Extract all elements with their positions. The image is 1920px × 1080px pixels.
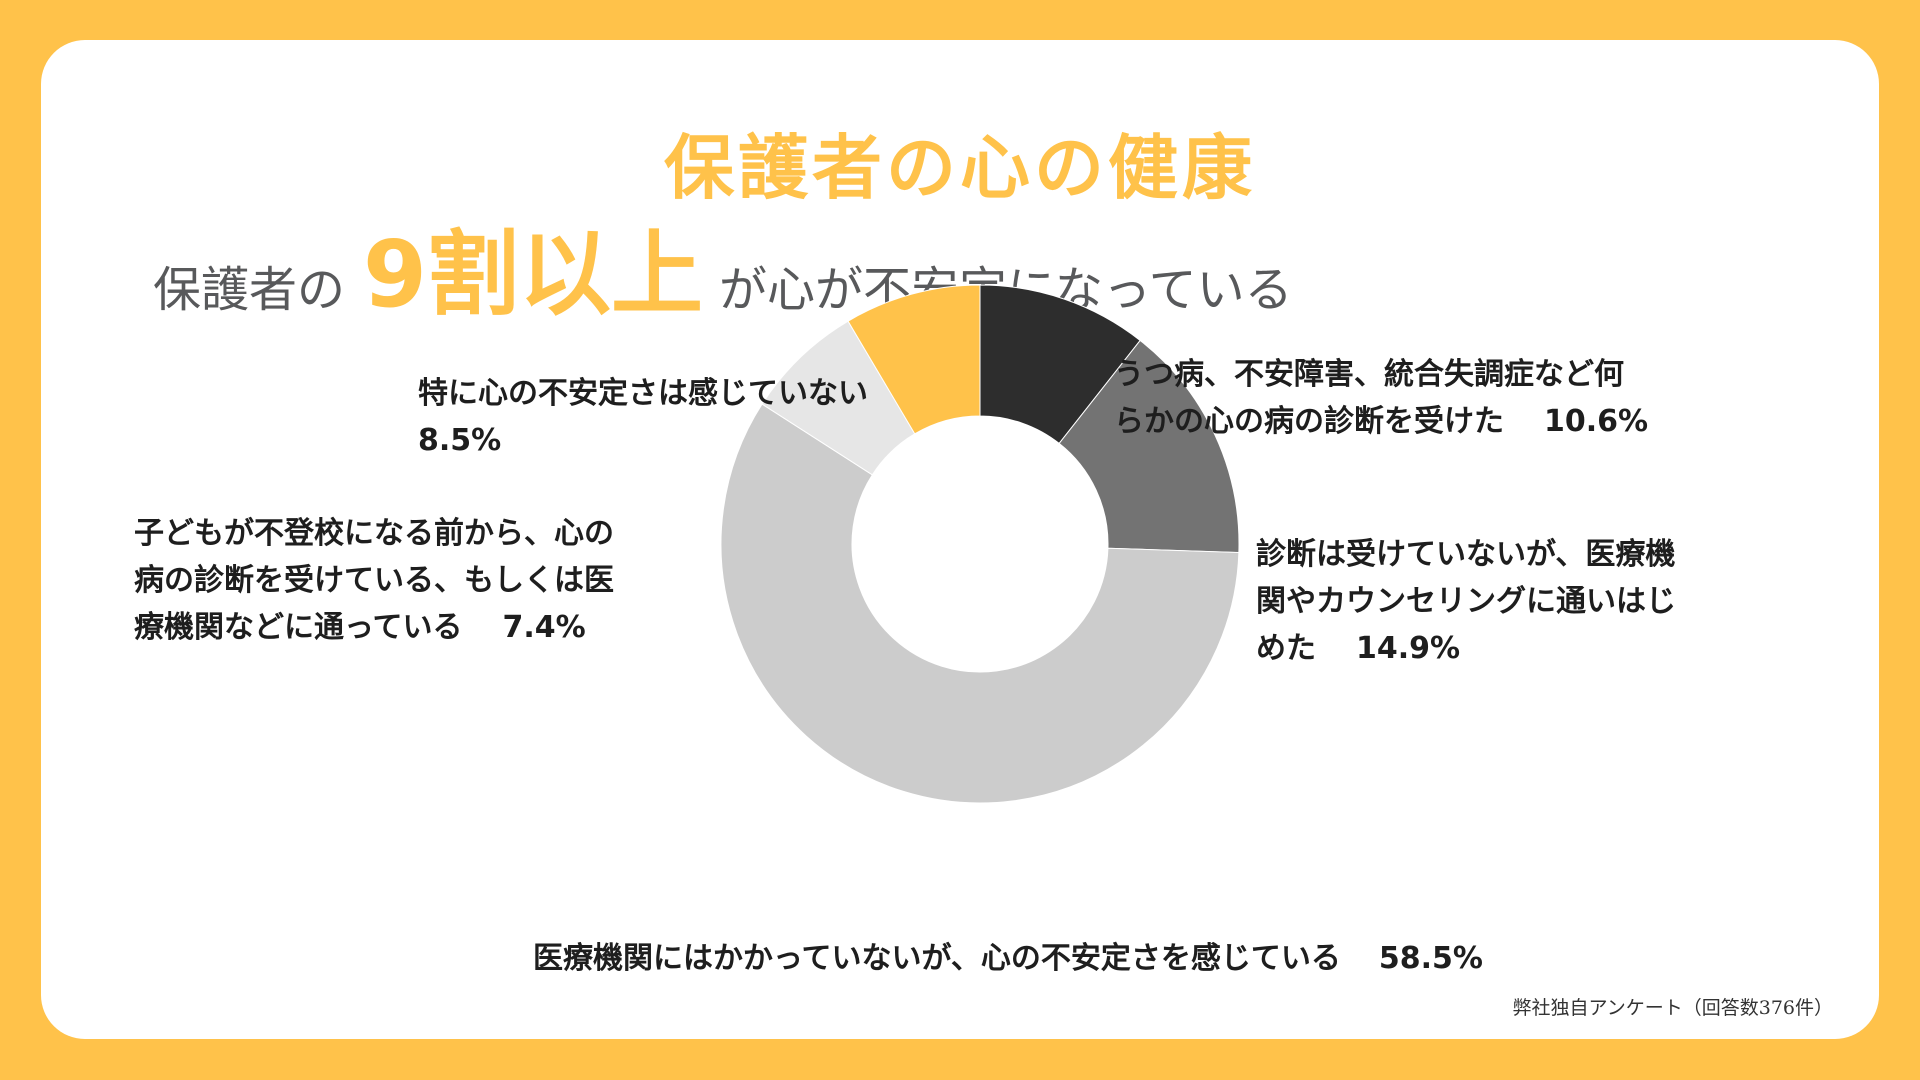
source-note: 弊社独自アンケート（回答数376件） (1512, 997, 1833, 1019)
label-started-clinic-line2: 関やカウンセリングに通いはじ (1256, 584, 1676, 619)
label-started-clinic-line1: 診断は受けていないが、医療機 (1256, 537, 1676, 572)
donut-chart (720, 284, 1240, 804)
label-unstable-no-clinic: 医療機関にはかかっていないが、心の不安定さを感じている 58.5% (533, 935, 1483, 982)
label-unstable-no-clinic-text: 医療機関にはかかっていないが、心の不安定さを感じている (533, 941, 1341, 976)
label-depression: うつ病、不安障害、統合失調症など何 らかの心の病の診断を受けた 10.6% (1114, 351, 1648, 445)
slice-unstable-no-clinic (720, 403, 1240, 804)
label-before-truancy-line3-row: 療機関などに通っている 7.4% (134, 604, 614, 651)
label-not-unstable-pct: 8.5% (418, 423, 502, 458)
label-before-truancy-line2: 病の診断を受けている、もしくは医 (134, 563, 614, 598)
subtitle-highlight: 9割以上 (363, 221, 704, 328)
label-before-truancy: 子どもが不登校になる前から、心の 病の診断を受けている、もしくは医 療機関などに… (134, 510, 614, 651)
subtitle-prefix: 保護者の (153, 262, 346, 318)
label-not-unstable-line1: 特に心の不安定さは感じていない (418, 376, 868, 411)
subtitle: 保護者の 9割以上 が心が不安定になっている (153, 200, 1293, 328)
label-before-truancy-line3: 療機関などに通っている (134, 610, 463, 645)
label-started-clinic-pct: 14.9% (1356, 631, 1461, 666)
content-card: 保護者の心の健康 保護者の 9割以上 が心が不安定になっている うつ病、不安障害… (41, 40, 1879, 1039)
label-before-truancy-pct: 7.4% (502, 610, 586, 645)
slice-not-unstable (847, 284, 981, 435)
label-before-truancy-line1: 子どもが不登校になる前から、心の (134, 516, 614, 551)
label-started-clinic-line3-row: めた 14.9% (1256, 625, 1676, 672)
slice-started-clinic (1058, 339, 1240, 554)
label-depression-line2: らかの心の病の診断を受けた (1114, 404, 1504, 439)
label-started-clinic: 診断は受けていないが、医療機 関やカウンセリングに通いはじ めた 14.9% (1256, 531, 1676, 672)
label-depression-line1: うつ病、不安障害、統合失調症など何 (1114, 357, 1624, 392)
label-depression-line2-row: らかの心の病の診断を受けた 10.6% (1114, 398, 1648, 445)
label-not-unstable: 特に心の不安定さは感じていない 8.5% (418, 370, 868, 464)
label-unstable-no-clinic-pct: 58.5% (1378, 941, 1483, 976)
label-started-clinic-line3: めた (1256, 631, 1316, 666)
page-title: 保護者の心の健康 (664, 127, 1256, 209)
label-depression-pct: 10.6% (1544, 404, 1649, 439)
